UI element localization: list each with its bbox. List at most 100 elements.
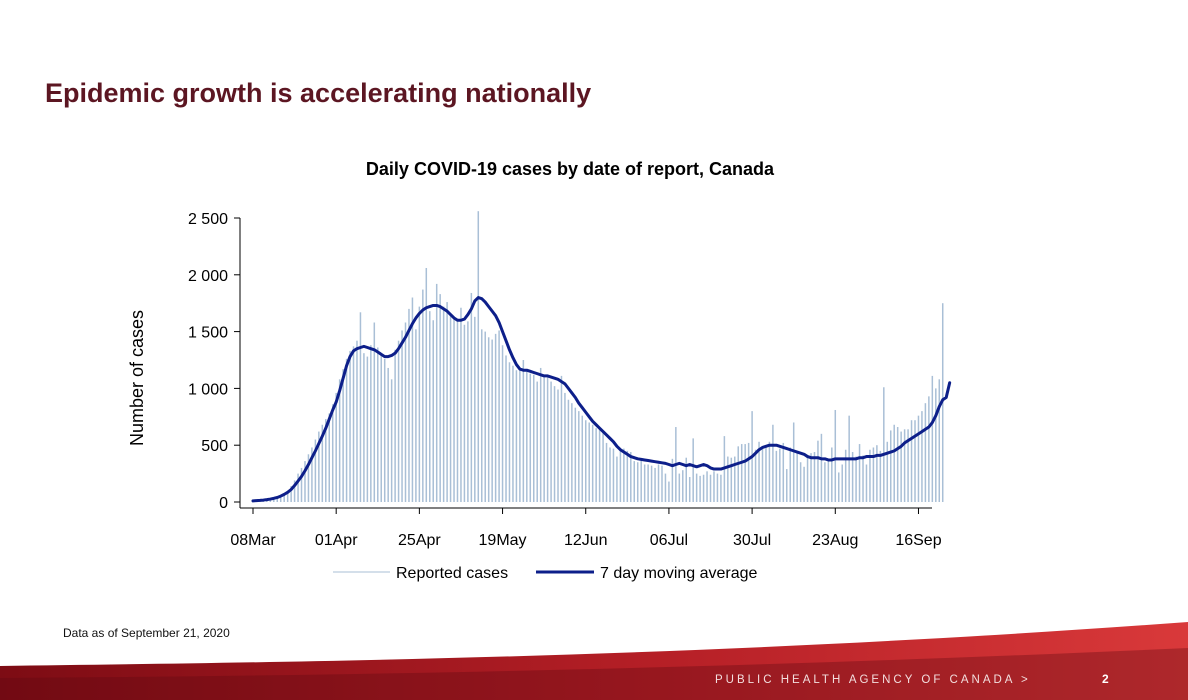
case-bar — [598, 429, 601, 502]
case-bar — [481, 329, 483, 502]
slide-title: Epidemic growth is accelerating national… — [45, 78, 592, 108]
x-tick-label: 01Apr — [315, 532, 358, 549]
case-bar — [522, 360, 525, 502]
case-bar — [883, 387, 885, 502]
case-bar — [373, 322, 376, 502]
case-bar — [817, 440, 819, 502]
data-date-footnote: Data as of September 21, 2020 — [63, 626, 230, 640]
case-bar — [304, 461, 306, 502]
case-bar — [595, 428, 597, 502]
case-bar — [699, 475, 701, 502]
case-bar — [779, 448, 781, 502]
case-bar — [501, 345, 504, 502]
agency-name: PUBLIC HEALTH AGENCY OF CANADA > — [715, 674, 1031, 686]
chart-title: Daily COVID-19 cases by date of report, … — [366, 159, 775, 179]
case-bar — [716, 473, 719, 502]
case-bar — [588, 422, 590, 502]
case-bar — [838, 472, 840, 502]
case-bar — [889, 430, 892, 502]
case-bar — [876, 445, 878, 502]
case-bar — [293, 480, 296, 502]
case-bar — [820, 433, 823, 502]
case-bar — [678, 473, 681, 502]
case-bar — [494, 333, 497, 502]
case-bar — [737, 446, 739, 502]
case-bar — [318, 431, 320, 502]
case-bar — [498, 330, 500, 502]
case-bar — [550, 381, 552, 502]
case-bar — [331, 404, 334, 502]
footer-swoosh-highlight — [0, 648, 1188, 700]
case-bar — [335, 392, 337, 502]
case-bar — [844, 449, 847, 502]
case-bar — [512, 365, 514, 502]
case-bar — [786, 469, 788, 502]
case-bar — [616, 456, 618, 502]
case-bar — [529, 373, 532, 502]
case-bar — [411, 297, 414, 502]
case-bar — [855, 456, 857, 502]
case-bar — [872, 447, 875, 502]
case-bar — [917, 415, 920, 502]
case-bar — [831, 447, 833, 502]
case-bar — [661, 465, 663, 502]
case-bar — [300, 467, 303, 502]
case-bar — [439, 294, 441, 502]
case-bar — [630, 452, 632, 502]
case-bar — [626, 450, 629, 502]
x-tick-label: 08Mar — [230, 532, 276, 549]
case-bar — [910, 420, 913, 502]
page-number: 2 — [1102, 672, 1109, 686]
case-bar — [591, 424, 594, 502]
case-bar — [761, 446, 764, 502]
y-tick-label: 500 — [201, 438, 228, 455]
case-bar — [311, 447, 313, 502]
case-bar — [342, 369, 344, 502]
case-bar — [539, 367, 542, 502]
case-bar — [879, 450, 882, 502]
case-bar — [429, 311, 431, 502]
case-bar — [602, 431, 604, 502]
case-bar — [536, 381, 538, 502]
case-bar — [938, 379, 941, 502]
case-bar — [796, 452, 798, 502]
case-bar — [747, 442, 750, 502]
case-bar — [609, 447, 611, 502]
footer-separator: > — [1021, 674, 1031, 686]
case-bar — [671, 458, 674, 502]
case-bar — [359, 312, 362, 502]
case-bar — [363, 353, 365, 502]
case-bar — [508, 362, 511, 502]
case-bar — [463, 324, 466, 502]
case-bar — [477, 211, 480, 502]
case-bar — [557, 389, 559, 502]
case-bar — [484, 331, 486, 502]
y-axis-label: Number of cases — [127, 310, 147, 446]
case-bar — [813, 452, 816, 502]
case-bar — [893, 424, 895, 502]
case-bar — [526, 371, 528, 502]
x-tick-label: 25Apr — [398, 532, 441, 549]
case-bar — [404, 322, 407, 502]
case-bar — [924, 403, 927, 502]
case-bar — [307, 454, 310, 502]
x-ticks: 08Mar 01Apr 25Apr 19May 12Jun 06Jul 30Jul 23Aug… — [230, 508, 942, 549]
x-tick-label: 19May — [479, 532, 527, 549]
case-bar — [567, 399, 570, 502]
case-bar — [515, 370, 518, 502]
case-bar — [345, 358, 348, 502]
case-bar — [390, 379, 393, 502]
moving-average-line — [251, 296, 952, 503]
case-bar — [560, 375, 563, 502]
y-tick-label: 1 500 — [188, 325, 228, 342]
case-bar — [349, 350, 351, 502]
case-bar — [519, 370, 521, 502]
case-bar — [314, 439, 317, 502]
case-bar — [935, 388, 937, 502]
case-bar — [338, 379, 341, 502]
case-bar — [432, 320, 434, 502]
case-bar — [803, 466, 805, 502]
case-bar — [290, 486, 292, 502]
case-bar — [740, 444, 743, 502]
case-bar — [810, 453, 812, 502]
